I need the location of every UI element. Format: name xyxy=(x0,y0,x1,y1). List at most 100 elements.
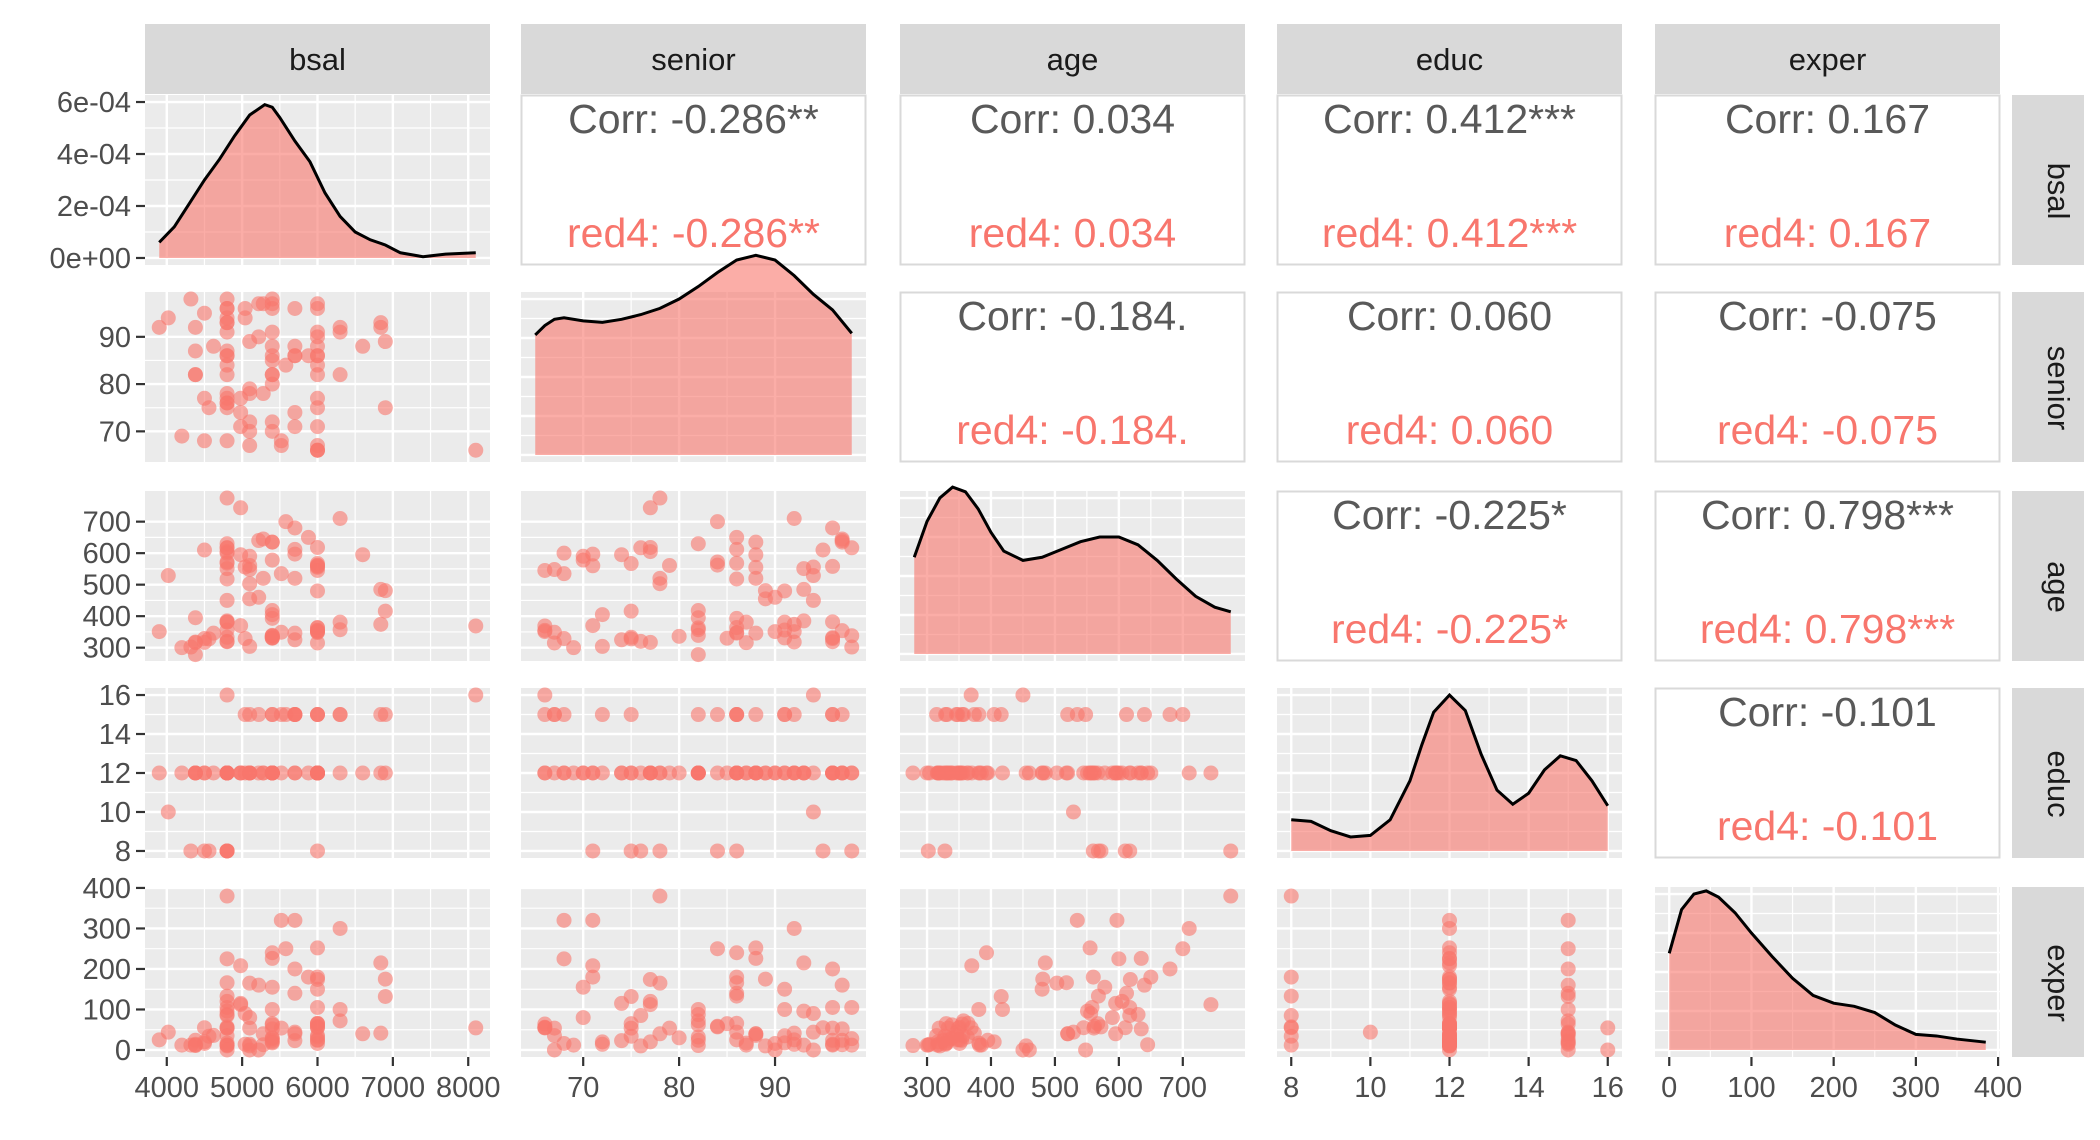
scatter-point xyxy=(264,945,280,961)
y-tick-label: 16 xyxy=(99,680,131,712)
scatter-point xyxy=(264,367,280,383)
scatter-point xyxy=(264,324,280,340)
scatter-point xyxy=(825,558,841,574)
scatter-point xyxy=(1085,969,1101,985)
row-strip-label: exper xyxy=(2041,944,2076,1022)
scatter-point xyxy=(377,400,393,416)
scatter-point xyxy=(377,971,393,987)
scatter-point xyxy=(690,627,706,643)
scatter-point xyxy=(709,514,725,530)
density-line-educ xyxy=(1291,692,1610,839)
scatter-point xyxy=(920,843,936,859)
scatter-point xyxy=(825,1037,841,1053)
x-tick-label: 300 xyxy=(1892,1072,1940,1104)
scatter-point xyxy=(1058,975,1074,991)
column-strip-label: educ xyxy=(1416,42,1483,77)
scatter-point xyxy=(1223,843,1239,859)
scatter-point xyxy=(556,631,572,647)
scatter-point xyxy=(174,765,190,781)
scatter-point xyxy=(373,616,389,632)
scatter-point xyxy=(652,888,668,904)
scatter-point xyxy=(151,765,167,781)
scatter-point xyxy=(160,310,176,326)
x-tick-label: 80 xyxy=(663,1072,695,1104)
scatter-points-exper-age xyxy=(905,888,1239,1058)
scatter-point xyxy=(242,438,258,454)
scatter-point xyxy=(709,941,725,957)
scatter-point xyxy=(1560,1001,1576,1017)
scatter-point xyxy=(287,338,303,354)
scatter-point xyxy=(575,979,591,995)
scatter-point xyxy=(546,562,562,578)
scatter-point xyxy=(287,419,303,435)
scatter-point xyxy=(652,843,668,859)
scatter-point xyxy=(986,707,1002,723)
scatter-point xyxy=(332,614,348,630)
scatter-point xyxy=(805,1006,821,1022)
scatter-point xyxy=(332,920,348,936)
scatter-point xyxy=(196,433,212,449)
scatter-points-exper-bsal xyxy=(151,888,484,1058)
scatter-point xyxy=(1442,920,1457,936)
density-line-bsal xyxy=(158,102,476,259)
scatter-point xyxy=(748,940,764,956)
scatter-point xyxy=(786,1032,802,1048)
scatter-point xyxy=(1560,985,1576,1001)
row-strip-bsal: bsal xyxy=(2012,95,2084,265)
scatter-point xyxy=(300,765,316,781)
scatter-point xyxy=(729,707,745,723)
corr-group-label: red4: -0.286** xyxy=(567,210,820,256)
corr-group-label: red4: 0.034 xyxy=(969,210,1176,256)
scatter-point xyxy=(219,540,235,556)
scatter-point xyxy=(633,540,649,556)
scatter-point xyxy=(1015,687,1031,703)
scatter-point xyxy=(310,843,325,859)
scatter-point xyxy=(556,545,572,561)
x-tick-label: 400 xyxy=(967,1072,1015,1104)
scatter-point xyxy=(242,591,258,607)
scatter-point xyxy=(642,634,658,650)
y-axis-bsal: 0e+00 2e-04 4e-04 6e-04 xyxy=(50,87,145,275)
scatter-point xyxy=(1083,765,1099,781)
scatter-point xyxy=(1060,707,1076,723)
scatter-point xyxy=(729,571,745,587)
scatter-point xyxy=(468,618,484,634)
scatter-point xyxy=(310,400,325,416)
scatter-point xyxy=(1223,888,1239,904)
scatter-point xyxy=(219,614,235,630)
scatter-point xyxy=(690,536,706,552)
scatter-point xyxy=(287,765,303,781)
panel-bsal-educ: Corr: 0.412*** red4: 0.412*** xyxy=(1276,94,1623,266)
density-area-senior xyxy=(535,255,852,455)
scatter-point xyxy=(971,1001,987,1017)
scatter-point xyxy=(825,707,841,723)
corr-label: Corr: 0.167 xyxy=(1725,96,1930,142)
scatter-point xyxy=(796,955,812,971)
scatter-point xyxy=(219,357,235,373)
scatter-point xyxy=(287,1026,303,1042)
scatter-point xyxy=(187,647,203,663)
scatter-point xyxy=(963,687,979,703)
scatter-point xyxy=(546,707,562,723)
scatter-point xyxy=(242,548,258,564)
panel-senior-age: Corr: -0.184. red4: -0.184. xyxy=(899,291,1246,463)
scatter-point xyxy=(614,765,630,781)
scatter-point xyxy=(805,592,821,608)
x-tick-label: 700 xyxy=(1159,1072,1207,1104)
scatter-point xyxy=(1018,765,1034,781)
scatter-point xyxy=(1034,765,1050,781)
panel-exper-bsal xyxy=(145,886,490,1058)
scatter-point xyxy=(233,997,249,1013)
scatter-point xyxy=(264,552,280,568)
scatter-points-age-bsal xyxy=(151,490,484,663)
corr-label: Corr: -0.075 xyxy=(1718,293,1937,339)
scatter-point xyxy=(1093,843,1109,859)
scatter-point xyxy=(671,1030,687,1046)
column-strip-label: bsal xyxy=(289,42,346,77)
scatter-point xyxy=(219,554,235,570)
scatter-point xyxy=(623,631,639,647)
y-tick-label: 14 xyxy=(99,719,131,751)
scatter-point xyxy=(264,1001,280,1017)
column-strip-senior: senior xyxy=(521,24,866,94)
